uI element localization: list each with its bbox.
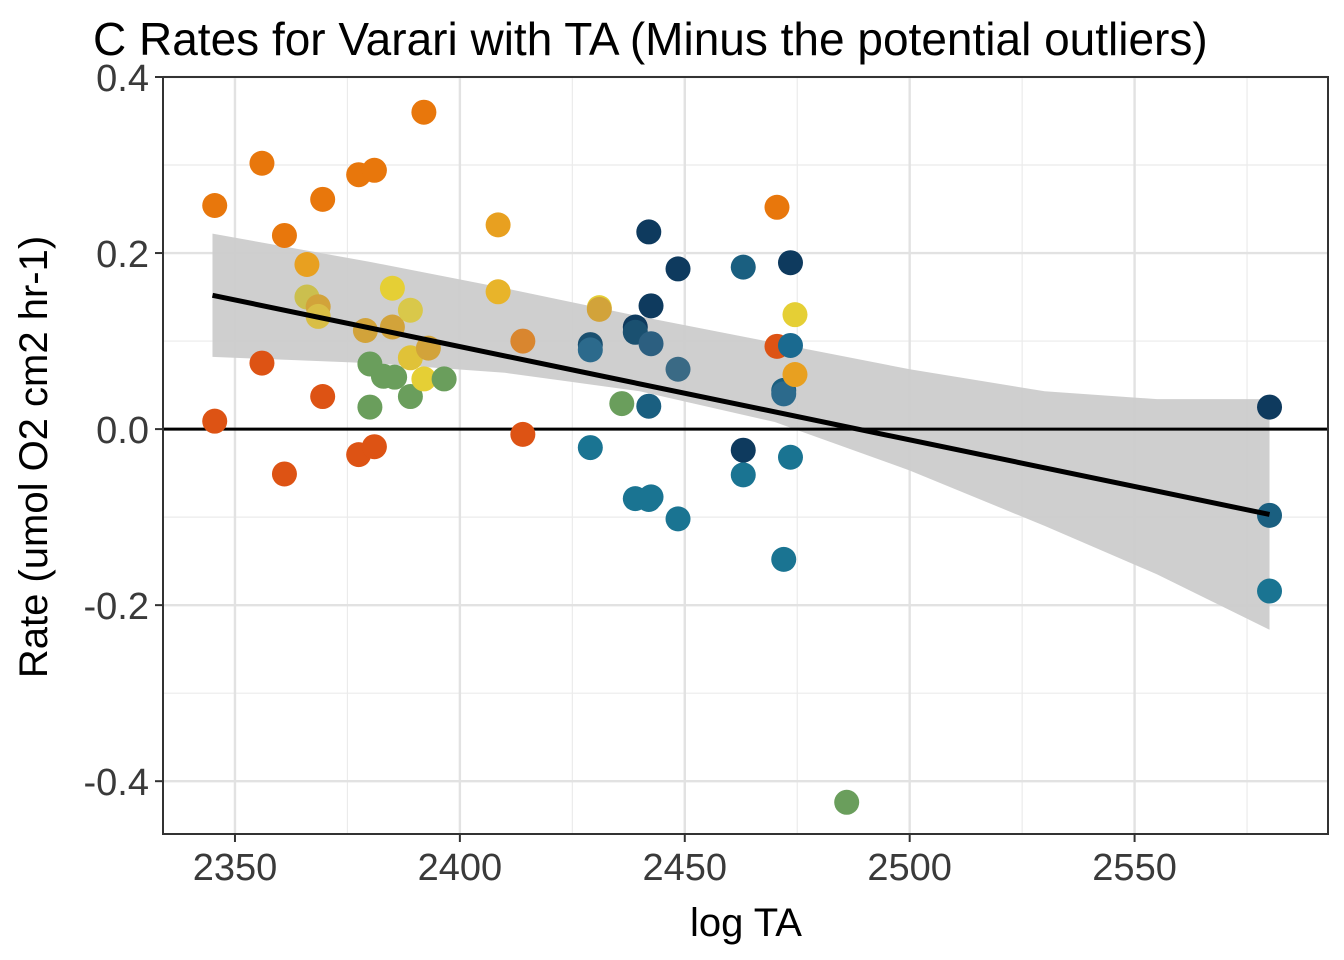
data-point bbox=[730, 462, 756, 488]
data-point bbox=[361, 434, 387, 460]
x-axis-title: log TA bbox=[690, 901, 802, 945]
x-tick-label: 2450 bbox=[643, 847, 728, 889]
data-point bbox=[777, 444, 803, 470]
data-point bbox=[730, 254, 756, 280]
data-point bbox=[1257, 578, 1283, 604]
data-point bbox=[202, 193, 228, 219]
data-point bbox=[636, 219, 662, 245]
confidence-band bbox=[212, 233, 1270, 630]
data-point bbox=[310, 186, 336, 212]
x-axis-ticks: 2350 2400 2450 2500 2550 bbox=[193, 834, 1177, 889]
data-point bbox=[485, 212, 511, 238]
data-point bbox=[397, 384, 423, 410]
data-point bbox=[638, 331, 664, 357]
data-point bbox=[379, 275, 405, 301]
data-point bbox=[271, 461, 297, 487]
data-point bbox=[1257, 502, 1283, 528]
data-point bbox=[249, 150, 275, 176]
data-point bbox=[665, 356, 691, 382]
y-tick-label: -0.2 bbox=[84, 586, 149, 628]
x-tick-label: 2400 bbox=[418, 847, 503, 889]
data-point bbox=[638, 293, 664, 319]
data-point bbox=[638, 484, 664, 510]
data-point bbox=[411, 99, 437, 125]
x-tick-label: 2500 bbox=[867, 847, 952, 889]
y-axis-title: Rate (umol O2 cm2 hr-1) bbox=[12, 236, 56, 678]
data-point bbox=[636, 393, 662, 419]
data-point bbox=[771, 546, 797, 572]
y-axis-ticks: -0.4 -0.2 0.0 0.2 0.4 bbox=[84, 58, 163, 804]
data-point bbox=[357, 394, 383, 420]
data-point bbox=[586, 296, 612, 322]
data-point bbox=[577, 337, 603, 363]
data-point bbox=[834, 789, 860, 815]
plot-panel-border bbox=[162, 76, 1329, 835]
data-point bbox=[431, 366, 457, 392]
data-point bbox=[271, 222, 297, 248]
y-tick-label: 0.2 bbox=[96, 234, 149, 276]
data-point bbox=[665, 506, 691, 532]
data-point bbox=[411, 366, 437, 392]
data-point bbox=[397, 297, 423, 323]
data-point bbox=[249, 350, 275, 376]
data-point bbox=[485, 279, 511, 305]
data-point bbox=[202, 408, 228, 434]
data-point bbox=[1257, 394, 1283, 420]
data-point bbox=[782, 302, 808, 328]
data-point bbox=[382, 364, 408, 390]
data-point bbox=[609, 391, 635, 417]
data-point bbox=[730, 437, 756, 463]
data-point bbox=[771, 381, 797, 407]
data-point bbox=[510, 328, 536, 354]
data-point bbox=[777, 332, 803, 358]
x-tick-label: 2550 bbox=[1092, 847, 1177, 889]
x-tick-label: 2350 bbox=[193, 847, 278, 889]
y-tick-label: 0.0 bbox=[96, 410, 149, 452]
data-point bbox=[510, 421, 536, 447]
data-point bbox=[665, 256, 691, 282]
chart-title: C Rates for Varari with TA (Minus the po… bbox=[93, 13, 1208, 65]
data-point bbox=[361, 157, 387, 183]
data-point bbox=[782, 362, 808, 388]
data-point bbox=[777, 250, 803, 276]
data-point bbox=[294, 251, 320, 277]
y-tick-label: 0.4 bbox=[96, 58, 149, 100]
data-point bbox=[577, 435, 603, 461]
y-tick-label: -0.4 bbox=[84, 762, 149, 804]
data-point bbox=[310, 384, 336, 410]
data-points bbox=[202, 99, 1283, 815]
data-point bbox=[764, 194, 790, 220]
trend-line bbox=[211, 292, 1271, 517]
